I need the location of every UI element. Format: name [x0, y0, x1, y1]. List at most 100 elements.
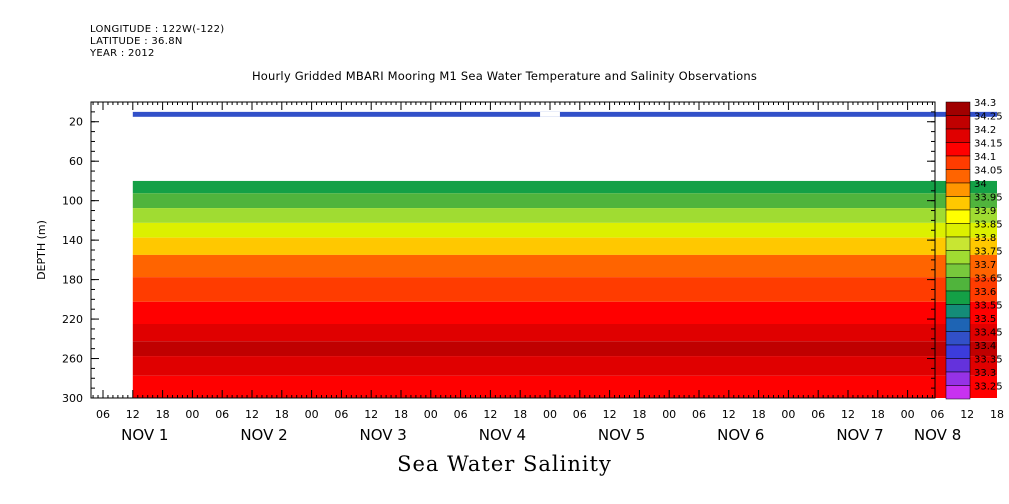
x-day-label: NOV 2 — [240, 426, 287, 444]
salinity-band — [132, 341, 998, 357]
colorbar-label: 33.35 — [974, 355, 1003, 366]
salinity-band — [132, 356, 998, 376]
colorbar-swatch — [945, 155, 971, 170]
colorbar-swatch — [945, 304, 971, 319]
y-tick-label: 60 — [69, 155, 83, 168]
x-day-label: NOV 5 — [598, 426, 645, 444]
x-tick-label: 12 — [603, 408, 617, 421]
x-day-label: NOV 1 — [121, 426, 168, 444]
x-day-label: NOV 4 — [479, 426, 526, 444]
x-axis-label: Sea Water Salinity — [397, 452, 612, 476]
x-tick-label: 06 — [811, 408, 825, 421]
x-tick-label: 12 — [960, 408, 974, 421]
x-tick-label: 06 — [215, 408, 229, 421]
x-tick-label: 12 — [364, 408, 378, 421]
colorbar-label: 34.2 — [974, 125, 996, 136]
colorbar-label: 33.9 — [974, 206, 996, 217]
colorbar-swatch — [945, 250, 971, 265]
colorbar-swatch — [945, 142, 971, 157]
x-tick-label: 18 — [752, 408, 766, 421]
salinity-band — [132, 208, 998, 223]
y-tick-label: 100 — [62, 195, 83, 208]
y-axis-label: DEPTH (m) — [35, 220, 48, 280]
y-tick-label: 140 — [62, 234, 83, 247]
x-tick-label: 18 — [990, 408, 1004, 421]
colorbar-label: 34.3 — [974, 98, 996, 109]
data-gap — [540, 111, 560, 117]
x-tick-label: 18 — [871, 408, 885, 421]
x-tick-label: 12 — [841, 408, 855, 421]
colorbar-label: 33.95 — [974, 193, 1003, 204]
colorbar-swatch — [945, 196, 971, 211]
colorbar-label: 33.25 — [974, 382, 1003, 393]
x-tick-label: 12 — [483, 408, 497, 421]
latitude-label: LATITUDE : 36.8N — [90, 36, 183, 47]
colorbar-swatch — [945, 209, 971, 224]
x-tick-label: 06 — [334, 408, 348, 421]
salinity-band — [132, 193, 998, 209]
x-tick-label: 06 — [930, 408, 944, 421]
salinity-band — [132, 111, 998, 117]
colorbar-swatch — [945, 223, 971, 238]
x-tick-label: 12 — [126, 408, 140, 421]
y-tick-label: 300 — [62, 392, 83, 405]
x-tick-label: 18 — [156, 408, 170, 421]
colorbar-swatch — [945, 128, 971, 143]
x-tick-label: 06 — [454, 408, 468, 421]
salinity-band — [132, 237, 998, 255]
colorbar-swatch — [945, 331, 971, 346]
x-tick-label: 00 — [662, 408, 676, 421]
colorbar-swatch — [945, 290, 971, 305]
colorbar-label: 33.55 — [974, 301, 1003, 312]
x-tick-label: 18 — [632, 408, 646, 421]
y-tick-label: 20 — [69, 116, 83, 129]
salinity-band — [132, 301, 998, 324]
x-day-label: NOV 6 — [717, 426, 764, 444]
colorbar-label: 33.85 — [974, 220, 1003, 231]
colorbar-label: 34.05 — [974, 166, 1003, 177]
x-tick-label: 00 — [185, 408, 199, 421]
x-tick-label: 00 — [901, 408, 915, 421]
x-tick-label: 18 — [394, 408, 408, 421]
chart-title: Hourly Gridded MBARI Mooring M1 Sea Wate… — [251, 69, 758, 83]
x-tick-label: 18 — [513, 408, 527, 421]
x-tick-label: 06 — [692, 408, 706, 421]
colorbar-label: 34 — [974, 179, 987, 190]
x-tick-label: 00 — [424, 408, 438, 421]
colorbar-label: 33.3 — [974, 368, 996, 379]
salinity-band — [132, 222, 998, 238]
colorbar-label: 33.7 — [974, 260, 996, 271]
colorbar-label: 33.45 — [974, 328, 1003, 339]
plot-area — [132, 111, 998, 398]
colorbar-label: 33.6 — [974, 287, 996, 298]
colorbar-label: 33.8 — [974, 233, 996, 244]
x-tick-label: 12 — [245, 408, 259, 421]
colorbar-swatch — [945, 236, 971, 251]
colorbar-swatch — [945, 344, 971, 359]
x-day-label: NOV 7 — [836, 426, 883, 444]
x-tick-label: 18 — [275, 408, 289, 421]
colorbar-label: 34.25 — [974, 112, 1003, 123]
colorbar: 34.3 34.25 34.2 34.15 34.1 34.05 34 33.95 33.9 33… — [945, 98, 1003, 400]
colorbar-swatch — [945, 358, 971, 373]
colorbar-swatch — [945, 277, 971, 292]
longitude-label: LONGITUDE : 122W(-122) — [90, 24, 225, 35]
salinity-band — [132, 324, 998, 342]
colorbar-swatch — [945, 263, 971, 278]
y-tick-label: 220 — [62, 313, 83, 326]
colorbar-swatch — [945, 371, 971, 386]
colorbar-swatch — [945, 182, 971, 197]
axes: 20 60 100 140 180 220 260 300 DEPTH (m) 06 12 18 00 0… — [35, 101, 1004, 444]
salinity-band — [132, 254, 998, 278]
colorbar-swatch — [945, 169, 971, 184]
colorbar-label: 34.1 — [974, 152, 996, 163]
colorbar-swatch — [945, 317, 971, 332]
salinity-band — [132, 375, 998, 398]
colorbar-swatch — [945, 101, 971, 116]
colorbar-swatch — [945, 115, 971, 130]
year-label: YEAR : 2012 — [90, 48, 155, 59]
x-day-label: NOV 8 — [914, 426, 961, 444]
colorbar-swatch — [945, 385, 971, 400]
x-tick-label: 00 — [305, 408, 319, 421]
